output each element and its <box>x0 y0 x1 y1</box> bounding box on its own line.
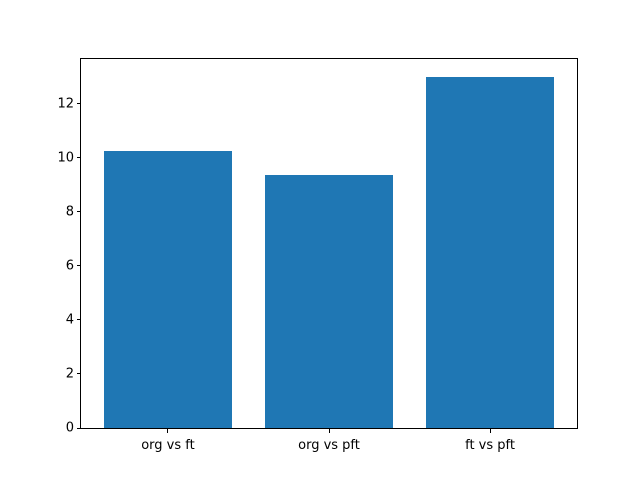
bar-org-vs-ft <box>103 150 233 428</box>
bar-ft-vs-pft <box>425 76 555 428</box>
y-tick-mark <box>77 211 81 213</box>
x-tick-mark <box>167 429 169 433</box>
y-tick-label: 4 <box>65 312 74 328</box>
y-tick-mark <box>77 265 81 267</box>
y-tick-label: 12 <box>57 96 74 112</box>
y-tick-mark <box>77 427 81 429</box>
x-tick-mark <box>489 429 491 433</box>
x-tick-label-ft-vs-pft: ft vs pft <box>465 438 515 453</box>
bar-org-vs-pft <box>264 175 394 428</box>
y-tick-mark <box>77 319 81 321</box>
x-tick-label-org-vs-pft: org vs pft <box>298 438 360 453</box>
plot-area: 0 2 4 6 8 10 12 org vs ft org vs pft ft vs pft <box>57 58 578 452</box>
y-tick-label: 8 <box>65 204 74 220</box>
y-tick-label: 0 <box>65 420 74 436</box>
y-tick-mark <box>77 103 81 105</box>
y-tick-mark <box>77 157 81 159</box>
x-tick-mark <box>328 429 330 433</box>
y-tick-label: 10 <box>57 150 74 166</box>
y-tick-label: 6 <box>65 258 74 274</box>
y-tick-mark <box>77 373 81 375</box>
y-tick-label: 2 <box>65 366 74 382</box>
x-tick-label-org-vs-ft: org vs ft <box>141 438 195 453</box>
